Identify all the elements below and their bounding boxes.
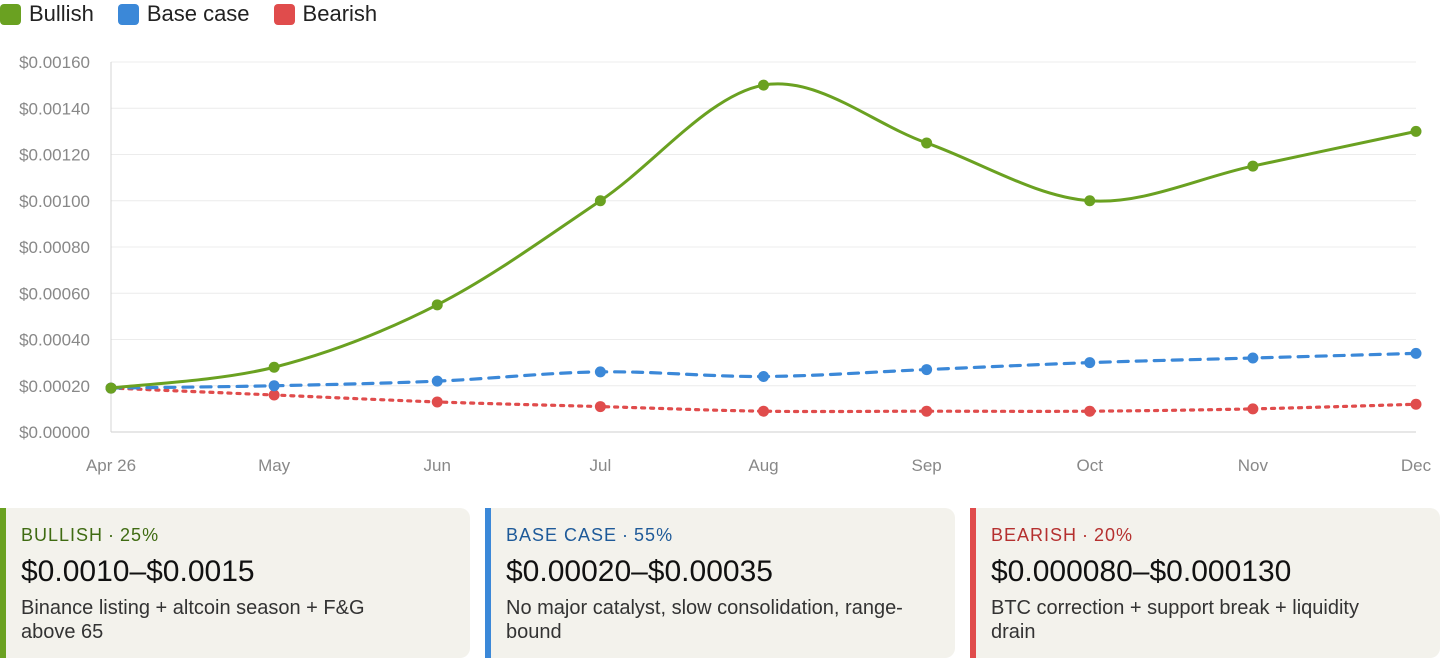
legend-label-base-case: Base case — [146, 1, 250, 26]
data-point-base-case[interactable] — [1410, 347, 1422, 359]
legend-swatch-bearish — [273, 3, 295, 25]
legend-item-bearish[interactable]: Bearish — [273, 1, 378, 27]
y-tick-label: $0.00120 — [19, 146, 90, 165]
data-point-bullish[interactable] — [594, 195, 606, 207]
data-point-base-case[interactable] — [1247, 352, 1259, 364]
series-line-bullish — [109, 82, 1418, 390]
scenario-card-base-case: BASE CASE · 55% $0.00020–$0.00035 No major… — [485, 508, 955, 658]
data-point-bearish[interactable] — [758, 405, 769, 417]
x-tick-label: Aug — [748, 456, 778, 475]
data-point-base-case[interactable] — [758, 371, 769, 382]
scenario-card-bearish: BEARISH · 20% $0.000080–$0.000130 BTC corr… — [970, 508, 1440, 658]
data-point-base-case[interactable] — [921, 364, 933, 376]
card-separator: · — [622, 525, 630, 545]
card-description: No major catalyst, slow consolidation, r… — [506, 597, 903, 643]
card-accent-bar — [0, 508, 6, 658]
data-point-base-case[interactable] — [431, 375, 443, 387]
data-point-bearish[interactable] — [1247, 403, 1259, 415]
y-tick-label: $0.00060 — [19, 284, 90, 303]
card-header: BEARISH · 20% — [991, 524, 1420, 546]
legend-swatch-bullish — [0, 3, 21, 25]
card-price-range: $0.0010–$0.0015 — [21, 555, 255, 588]
data-point-bearish[interactable] — [594, 401, 606, 413]
y-tick-label: $0.00140 — [19, 99, 90, 118]
price-forecast-chart: $0.00000 $0.00020 $0.00040 $0.00060 $0.00080… — [19, 53, 1432, 475]
card-title: BULLISH — [21, 525, 104, 545]
y-tick-label: $0.00080 — [19, 238, 90, 257]
data-point-bearish[interactable] — [268, 389, 280, 401]
data-point-bearish[interactable] — [1084, 405, 1096, 417]
data-point-bearish[interactable] — [921, 405, 933, 417]
y-tick-label: $0.00000 — [19, 423, 90, 442]
x-tick-label: Nov — [1238, 456, 1269, 475]
data-point-base-case[interactable] — [268, 380, 280, 392]
data-point-bullish[interactable] — [1247, 160, 1259, 172]
card-probability: 55% — [634, 525, 674, 545]
card-header: BASE CASE · 55% — [506, 524, 935, 546]
data-point-bullish[interactable] — [1084, 195, 1096, 207]
series-layer — [105, 79, 1422, 417]
y-tick-label: $0.00100 — [19, 192, 90, 211]
axis-layer: $0.00000 $0.00020 $0.00040 $0.00060 $0.00080… — [19, 53, 1432, 475]
data-point-bullish[interactable] — [921, 137, 933, 149]
card-probability: 25% — [120, 525, 160, 545]
data-point-bullish[interactable] — [758, 79, 769, 91]
data-point-bullish[interactable] — [431, 299, 443, 311]
x-tick-label: Apr 26 — [86, 456, 136, 475]
card-description: BTC correction + support break + liquidi… — [991, 597, 1359, 643]
series-line-bearish — [109, 386, 1418, 414]
data-point-base-case[interactable] — [594, 366, 606, 378]
card-separator: · — [1082, 525, 1090, 545]
card-accent-bar — [970, 508, 976, 658]
legend-swatch-base-case — [117, 3, 139, 25]
data-point-base-case[interactable] — [1084, 357, 1096, 369]
chart-legend: Bullish Base case Bearish — [0, 0, 401, 28]
x-tick-label: Dec — [1401, 456, 1432, 475]
card-header: BULLISH · 25% — [21, 524, 450, 546]
data-point-bearish[interactable] — [431, 396, 443, 408]
scenario-cards: BULLISH · 25% $0.0010–$0.0015 Binance list… — [0, 508, 1440, 658]
data-point-bullish[interactable] — [1410, 125, 1422, 137]
legend-item-bullish[interactable]: Bullish — [0, 1, 94, 27]
card-title: BEARISH — [991, 525, 1078, 545]
card-price-range: $0.00020–$0.00035 — [506, 555, 773, 588]
legend-item-base-case[interactable]: Base case — [117, 1, 250, 27]
scenario-card-bullish: BULLISH · 25% $0.0010–$0.0015 Binance list… — [0, 508, 470, 658]
card-price-range: $0.000080–$0.000130 — [991, 555, 1292, 588]
card-separator: · — [108, 525, 116, 545]
card-description: Binance listing + altcoin season + F&G a… — [21, 597, 365, 643]
data-point-bearish[interactable] — [1410, 398, 1422, 410]
x-tick-label: Sep — [912, 456, 942, 475]
y-tick-label: $0.00040 — [19, 331, 90, 350]
y-tick-label: $0.00160 — [19, 53, 90, 72]
legend-label-bearish: Bearish — [302, 1, 378, 26]
card-title: BASE CASE — [506, 525, 618, 545]
x-tick-label: Jun — [424, 456, 451, 475]
data-point-bullish[interactable] — [268, 361, 280, 373]
legend-label-bullish: Bullish — [29, 1, 94, 26]
data-point-bullish[interactable] — [105, 382, 117, 394]
card-accent-bar — [485, 508, 491, 658]
x-tick-label: Jul — [590, 456, 612, 475]
x-tick-label: Oct — [1077, 456, 1104, 475]
card-probability: 20% — [1094, 525, 1134, 545]
x-tick-label: May — [258, 456, 291, 475]
y-tick-label: $0.00020 — [19, 377, 90, 396]
